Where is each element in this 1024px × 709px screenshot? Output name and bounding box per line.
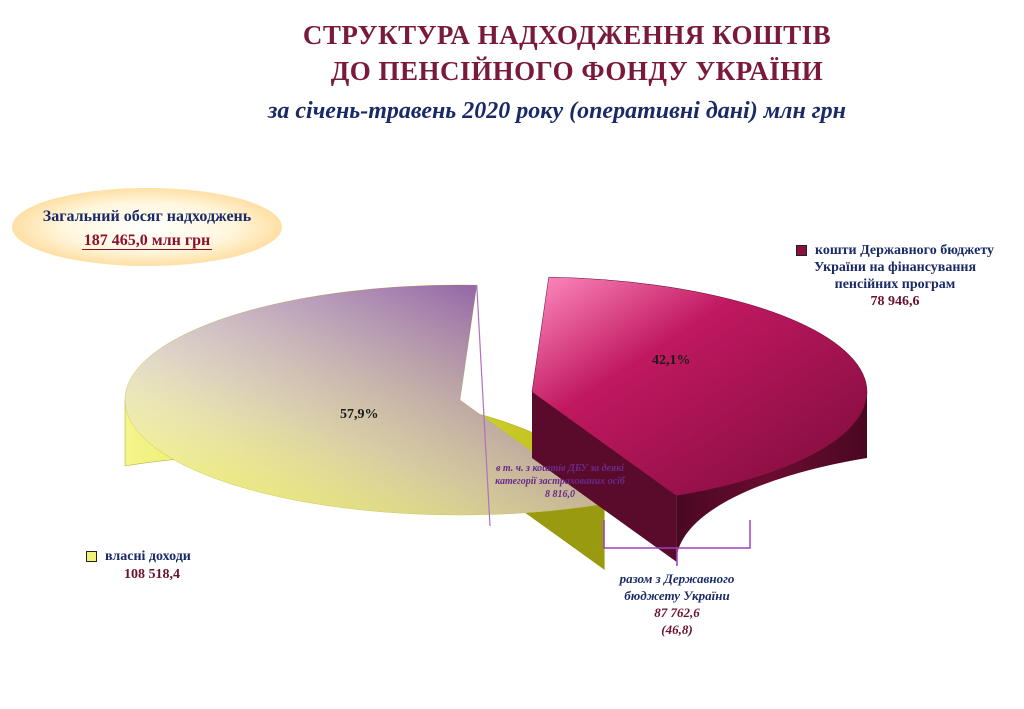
legend-budget-text: кошти Державного бюджету України на фіна… <box>790 242 1000 293</box>
slice-budget-face <box>532 392 677 562</box>
sum-annotation-value: 87 762,6 <box>654 605 700 620</box>
slice-budget-percent: 42,1% <box>652 353 691 368</box>
subportion-line <box>476 285 491 527</box>
inner-annotation-text: в т. ч. з коштів ДБУ за деякі категорії … <box>495 463 625 487</box>
slice-own-percent: 57,9% <box>340 407 379 422</box>
legend-own-value: 108 518,4 <box>124 567 180 582</box>
slice-budget-top <box>531 276 868 497</box>
legend-budget-swatch <box>795 245 807 257</box>
total-badge: Загальний обсяг надходжень 187 465,0 млн… <box>12 188 282 266</box>
legend-own-swatch <box>86 551 97 563</box>
sum-annotation: разом з Державного бюджету України 87 76… <box>612 570 742 638</box>
total-value: 187 465,0 млн грн <box>81 232 213 250</box>
chart-subtitle: за січень-травень 2020 року (оперативні … <box>268 98 846 124</box>
chart-title-line2: ДО ПЕНСІЙНОГО ФОНДУ УКРАЇНИ <box>330 56 824 86</box>
total-label: Загальний обсяг надходжень <box>42 208 252 225</box>
legend-budget-label: кошти Державного бюджету України на фіна… <box>813 243 995 292</box>
legend-budget: кошти Державного бюджету України на фіна… <box>790 242 1000 310</box>
chart-title-line1: СТРУКТУРА НАДХОДЖЕННЯ КОШТІВ <box>302 20 832 50</box>
sum-annotation-percent: (46,8) <box>661 622 693 637</box>
sum-bracket <box>603 520 751 566</box>
slice-own-overlay <box>125 285 605 515</box>
legend-own-text: власні доходи <box>86 548 191 566</box>
legend-own-label: власні доходи <box>105 549 191 564</box>
inner-annotation: в т. ч. з коштів ДБУ за деякі категорії … <box>494 462 626 501</box>
inner-annotation-value: 8 816,0 <box>545 489 575 500</box>
legend-own: власні доходи 108 518,4 <box>86 548 191 584</box>
total-value-wrap: 187 465,0 млн грн <box>12 232 282 250</box>
legend-budget-value: 78 946,6 <box>870 294 920 309</box>
sum-annotation-label: разом з Державного бюджету України <box>619 571 735 603</box>
